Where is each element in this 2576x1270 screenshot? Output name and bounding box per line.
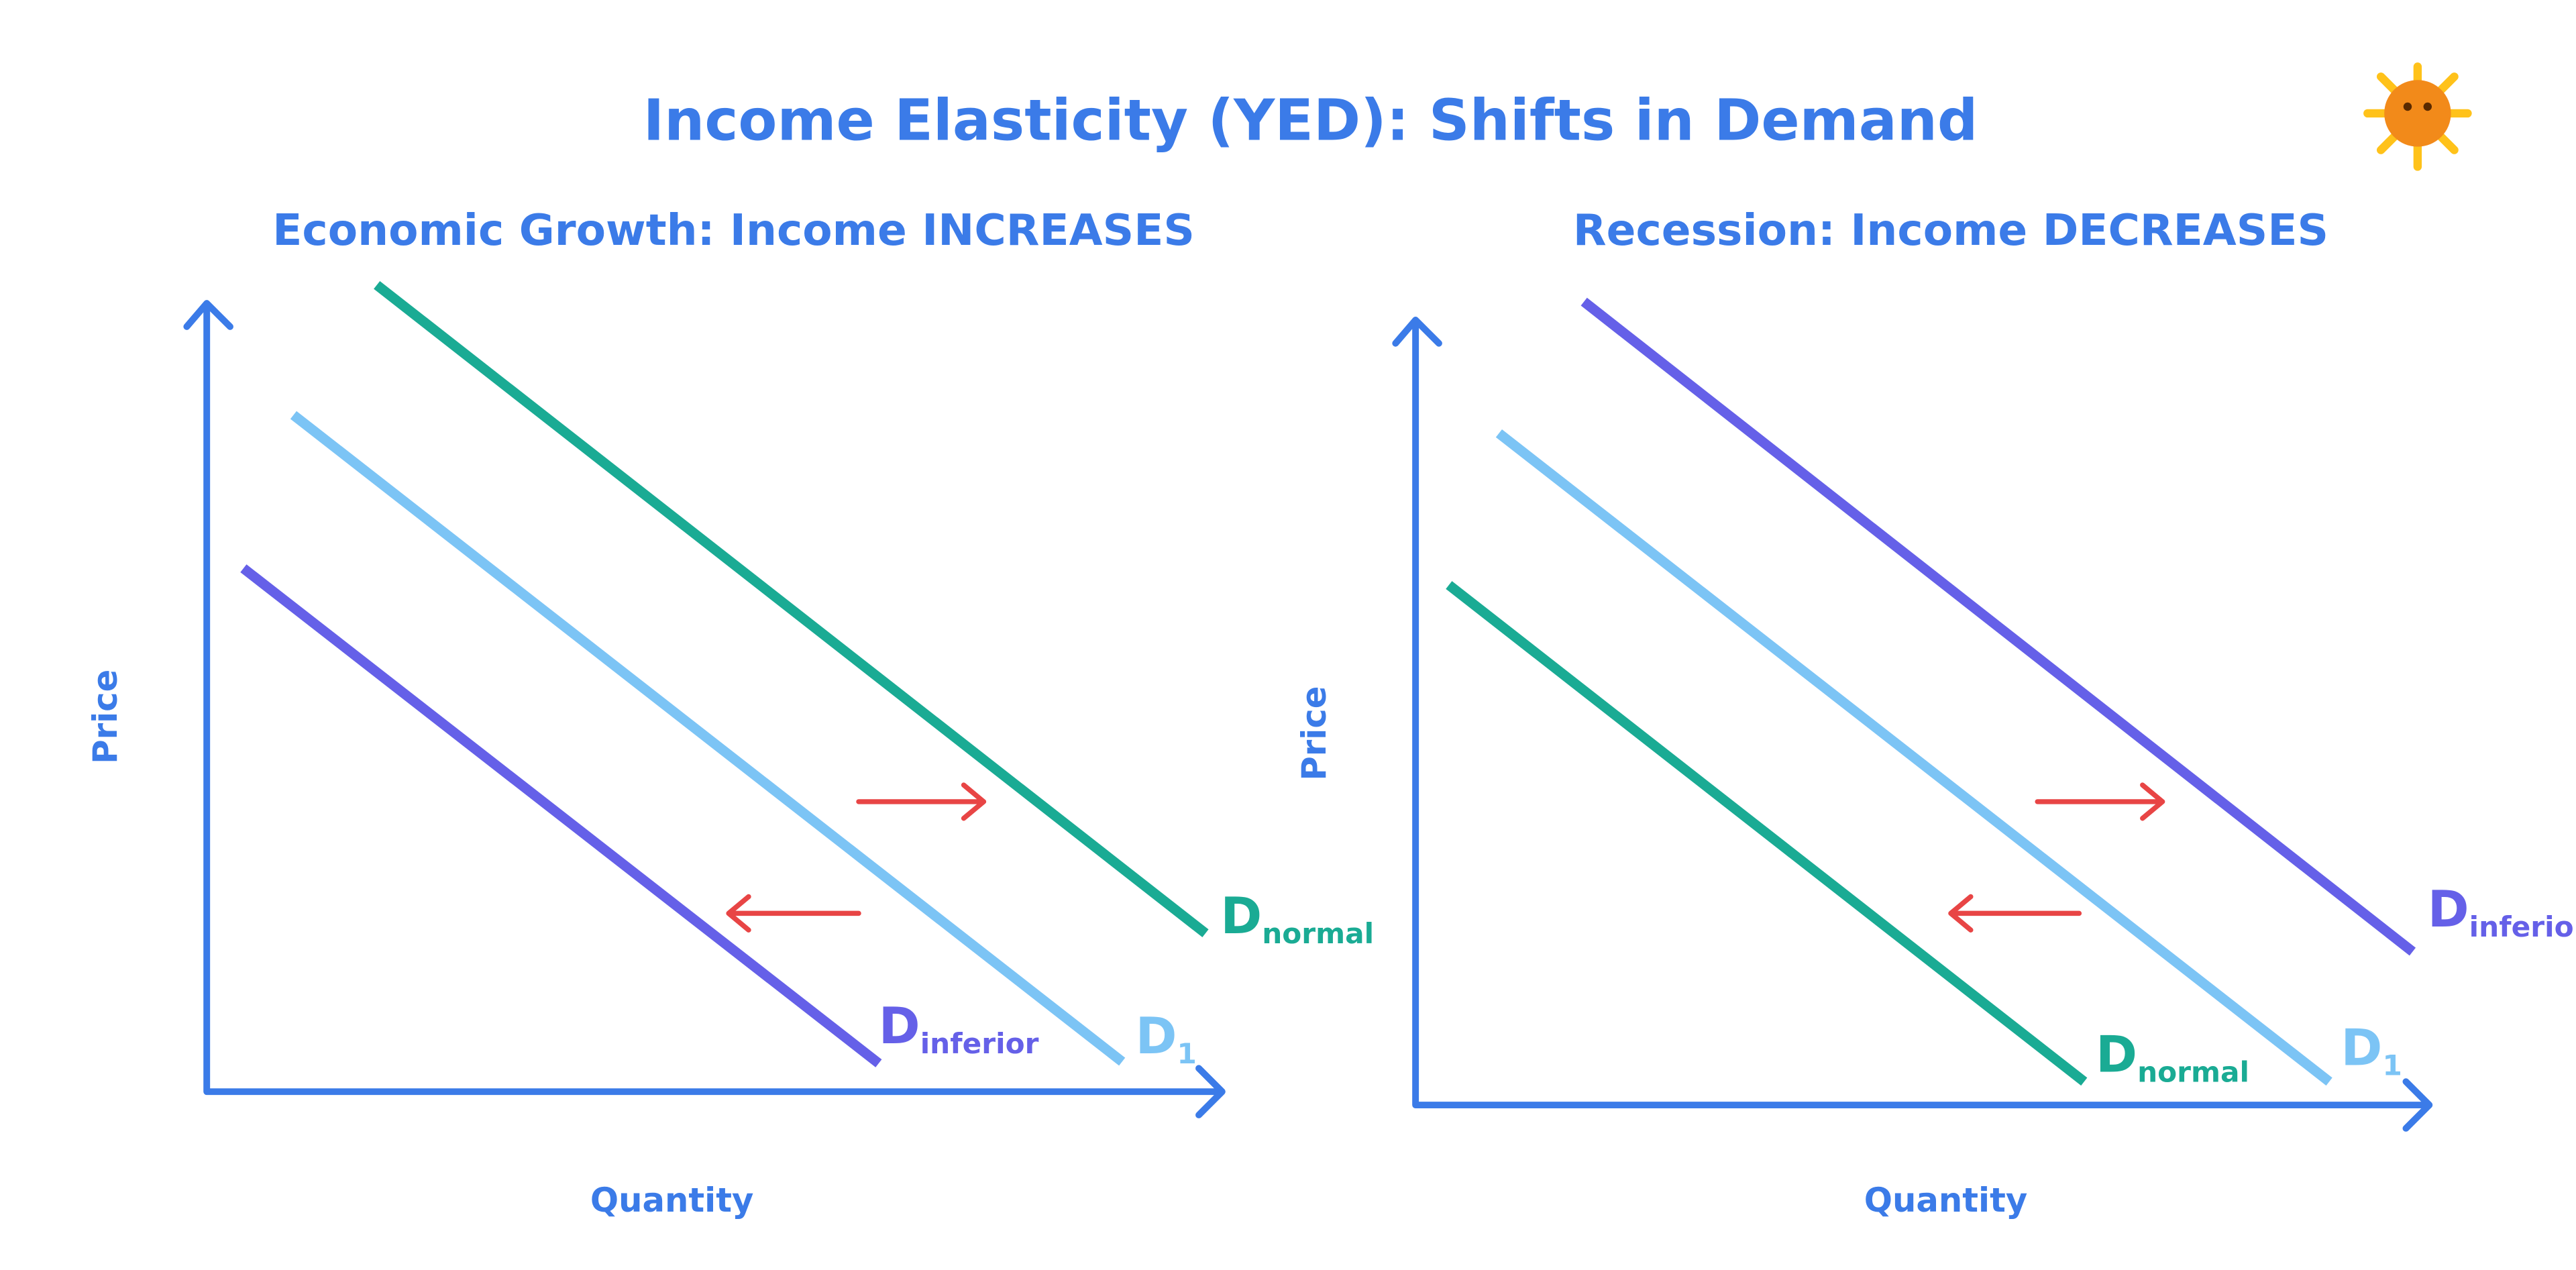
demand-curve — [1495, 429, 2332, 1086]
y-axis-label: Price — [86, 670, 125, 764]
shift-arrow — [2035, 782, 2165, 821]
curve-label: D1 — [1136, 1007, 1197, 1070]
curve-label-main: D — [2341, 1018, 2383, 1077]
x-axis-label: Quantity — [590, 1181, 754, 1220]
curve-label: Dinferior — [2428, 880, 2576, 943]
curve-label-main: D — [1220, 887, 1262, 945]
panel-title: Recession: Income DECREASES — [1573, 205, 2328, 256]
panel-title: Economic Growth: Income INCREASES — [272, 205, 1195, 256]
demand-curve — [290, 411, 1126, 1066]
demand-curve — [240, 564, 882, 1067]
curve-label-main: D — [879, 997, 920, 1055]
curve-label: Dnormal — [2096, 1025, 2249, 1088]
shift-arrow — [1948, 894, 2082, 933]
x-axis-label: Quantity — [1864, 1181, 2028, 1220]
curve-label-sub: normal — [2137, 1055, 2249, 1088]
curve-label-sub: normal — [1262, 917, 1374, 950]
curve-label-main: D — [1136, 1007, 1177, 1065]
curve-label-sub: 1 — [1177, 1037, 1196, 1070]
curve-label: D1 — [2341, 1018, 2402, 1081]
sun-icon — [2363, 62, 2472, 171]
curve-label-sub: 1 — [2382, 1049, 2402, 1081]
demand-curve — [1580, 297, 2416, 956]
curve-label-sub: inferior — [920, 1027, 1039, 1060]
curve-label: Dinferior — [879, 997, 1039, 1060]
demand-curve — [374, 280, 1209, 938]
axes — [1392, 317, 2433, 1132]
demand-curve — [1446, 581, 2088, 1086]
axes — [183, 300, 1226, 1118]
shift-arrow — [726, 894, 861, 933]
shift-arrow — [856, 782, 987, 821]
y-axis-label: Price — [1295, 686, 1334, 781]
curve-label-main: D — [2096, 1025, 2137, 1083]
curve-label-sub: inferior — [2469, 910, 2576, 943]
curve-label: Dnormal — [1220, 887, 1374, 950]
page-title: Income Elasticity (YED): Shifts in Deman… — [643, 88, 1978, 154]
curve-label-main: D — [2428, 880, 2469, 939]
